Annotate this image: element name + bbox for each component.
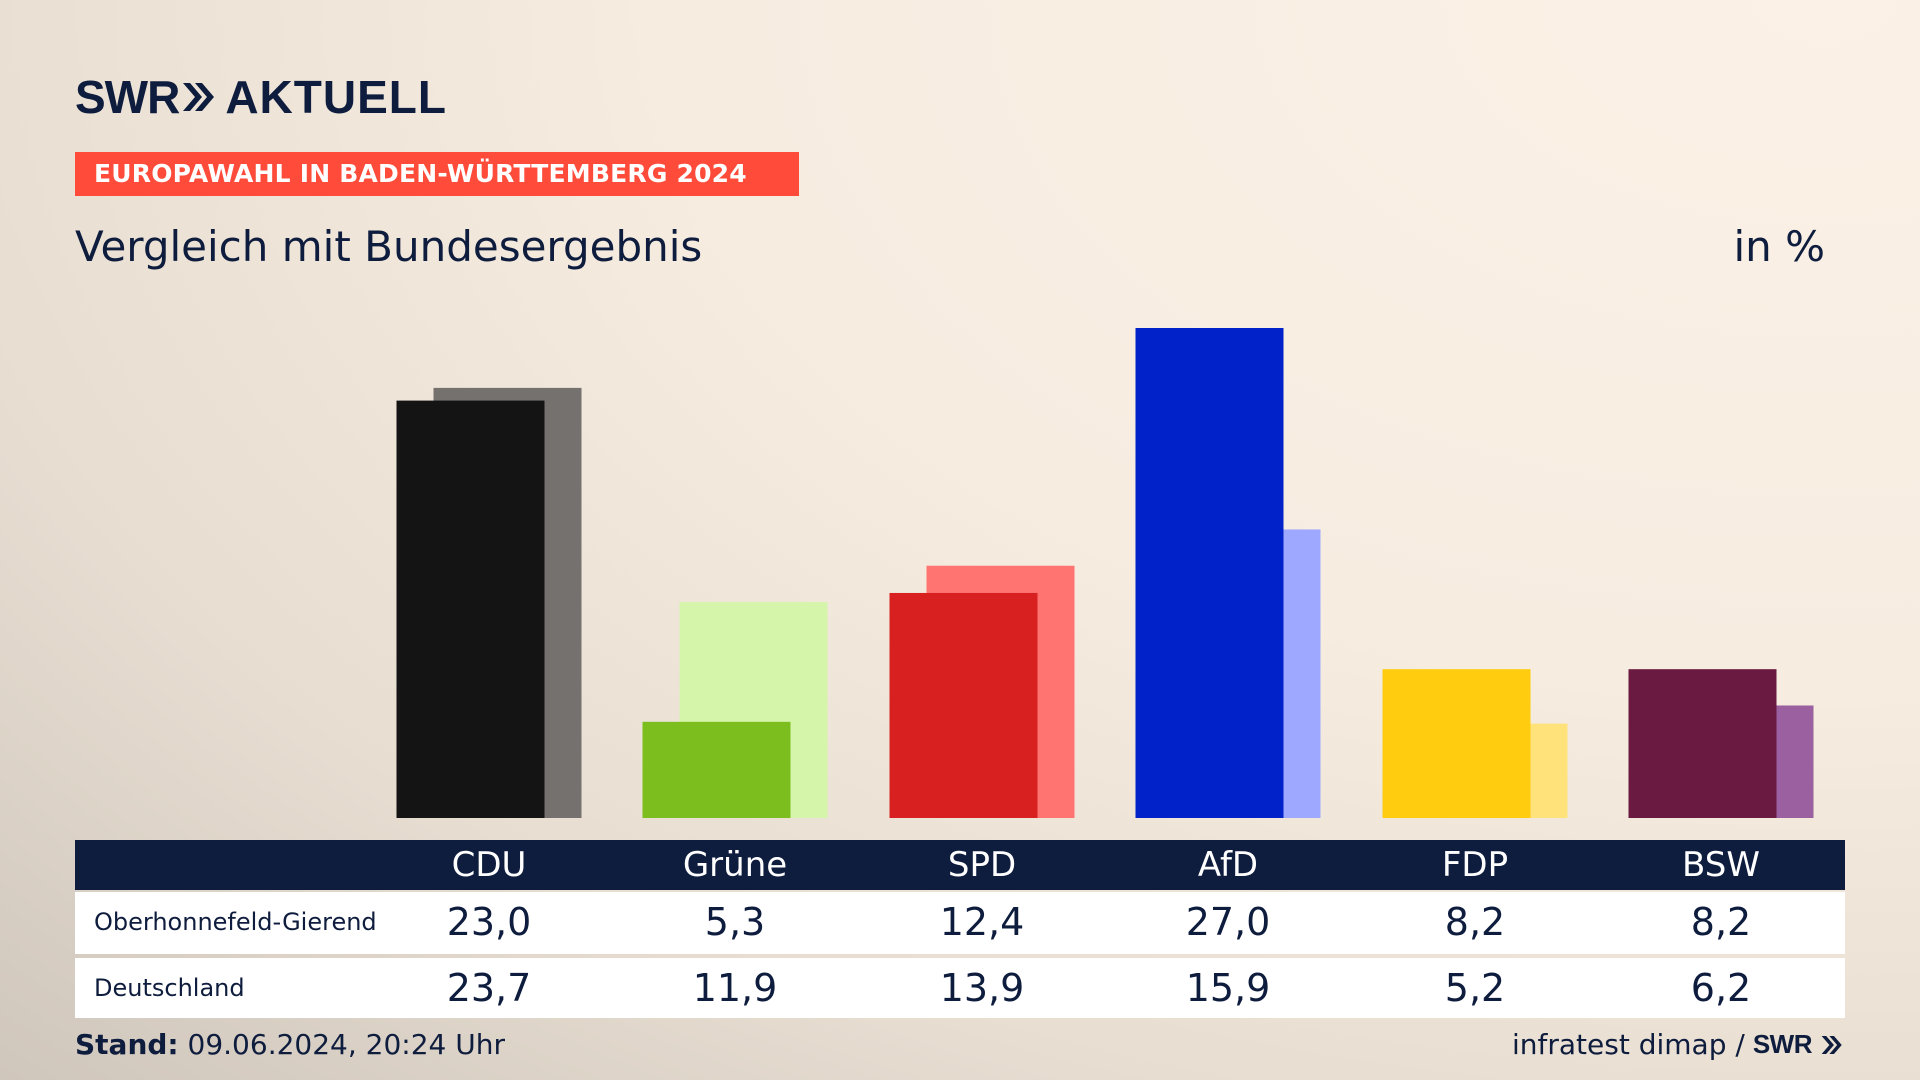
timestamp: Stand: 09.06.2024, 20:24 Uhr [75,1028,505,1061]
value-federal-afd: 15,9 [1185,966,1271,1010]
value-federal-spd: 13,9 [939,966,1025,1010]
unit-label: in % [1733,222,1825,271]
source-text: infratest dimap / [1512,1028,1745,1061]
bar-local-bsw [1628,669,1777,818]
election-banner: EUROPAWAHL IN BADEN-WÜRTTEMBERG 2024 [75,152,799,196]
value-federal-cdu: 23,7 [446,966,532,1010]
table-row-local: Oberhonnefeld-Gierend 23,0 5,3 12,4 27,0 8,2… [75,892,1845,954]
value-federal-bsw: 6,2 [1690,966,1752,1010]
header-cdu: CDU [451,845,527,885]
bar-local-cdu [396,400,545,818]
value-local-afd: 27,0 [1185,900,1271,944]
swr-aktuell-logo: SWR AKTUELL [75,70,447,124]
value-local-grüne: 5,3 [704,900,766,944]
header-spd: SPD [947,845,1017,885]
chart-subtitle: Vergleich mit Bundesergebnis [75,222,703,271]
value-local-bsw: 8,2 [1690,900,1752,944]
row-label-federal: Deutschland [94,974,245,1002]
value-federal-fdp: 5,2 [1444,966,1506,1010]
value-federal-grüne: 11,9 [692,966,778,1010]
value-local-cdu: 23,0 [446,900,532,944]
bar-local-grüne [642,721,791,818]
header-grüne: Grüne [682,845,788,885]
bar-local-spd [889,592,1038,818]
table-row-federal: Deutschland 23,7 11,9 13,9 15,9 5,2 6,2 [75,958,1845,1018]
bar-local-afd [1135,328,1284,818]
double-chevron-icon [181,80,217,114]
source-credit: infratest dimap / SWR [1512,1028,1844,1061]
header-afd: AfD [1197,845,1259,885]
header-fdp: FDP [1441,845,1509,885]
header-bsw: BSW [1682,845,1760,885]
logo-aktuell-text: AKTUELL [225,71,447,123]
stand-value: 09.06.2024, 20:24 Uhr [187,1028,505,1061]
value-local-fdp: 8,2 [1444,900,1506,944]
footer-swr-logo: SWR [1752,1029,1813,1059]
small-double-chevron-icon [1821,1035,1842,1054]
logo-swr-text: SWR [75,71,180,123]
stand-label: Stand: [75,1028,179,1061]
value-local-spd: 12,4 [939,900,1025,944]
table-header: CDU Grüne SPD AfD FDP BSW [75,840,1845,890]
bar-local-fdp [1382,669,1531,818]
row-label-local: Oberhonnefeld-Gierend [94,908,377,936]
results-table: CDU Grüne SPD AfD FDP BSW Oberhonnefeld-Giere… [75,840,1845,1018]
